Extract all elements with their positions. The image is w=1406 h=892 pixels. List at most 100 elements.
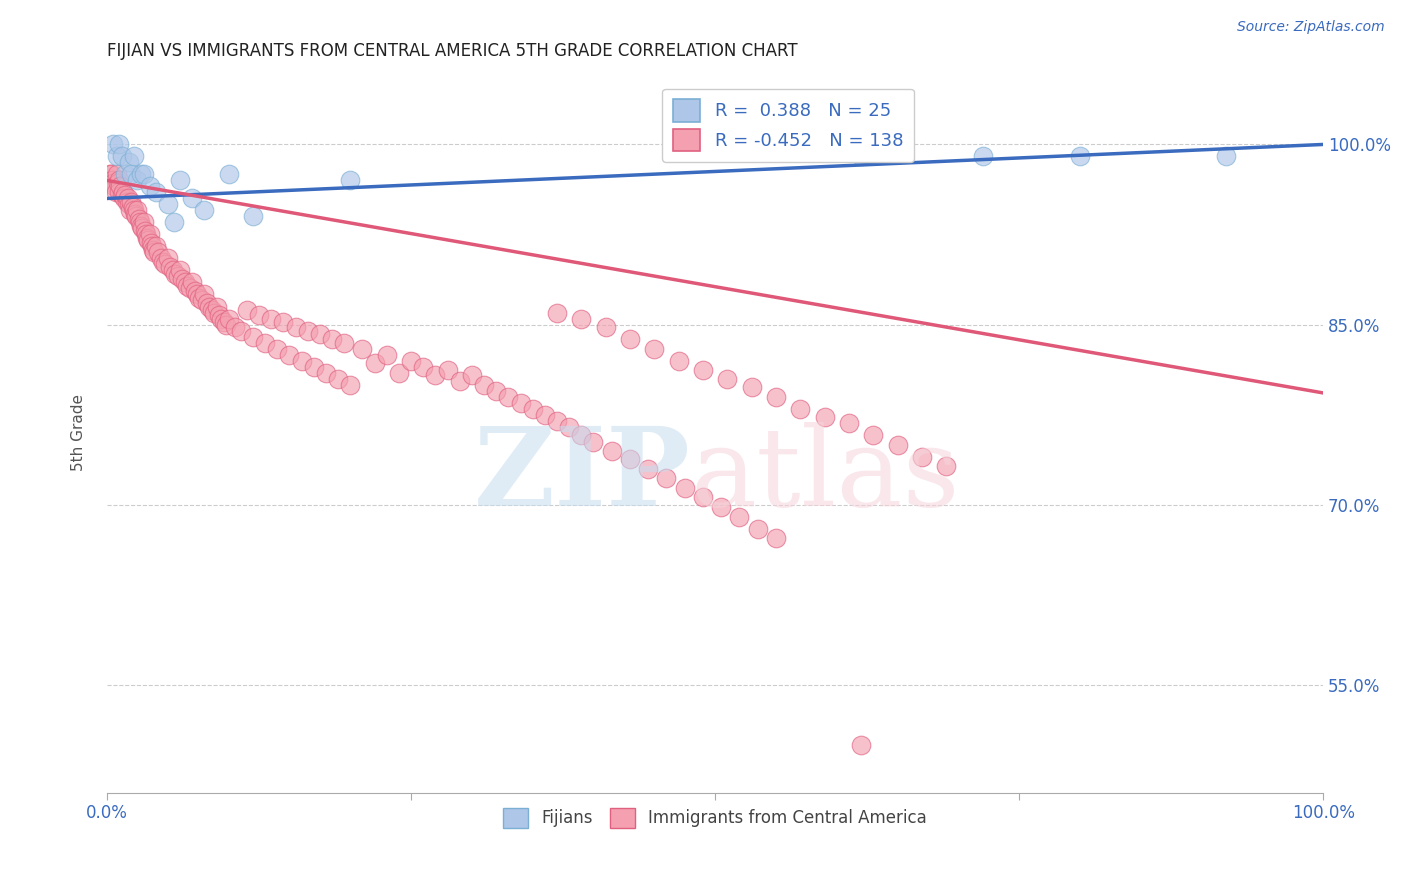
Point: [131, 221, 153, 235]
Point: [278, 347, 301, 361]
Point: [138, 227, 160, 242]
Text: FIJIAN VS IMMIGRANTS FROM CENTRAL AMERICA 5TH GRADE CORRELATION CHART: FIJIAN VS IMMIGRANTS FROM CENTRAL AMERIC…: [107, 42, 797, 60]
Point: [333, 335, 356, 350]
Point: [838, 416, 860, 430]
Point: [849, 149, 872, 163]
Point: [668, 353, 690, 368]
Point: [117, 191, 139, 205]
Point: [110, 179, 132, 194]
Point: [104, 186, 127, 200]
Point: [136, 231, 159, 245]
Point: [112, 191, 135, 205]
Point: [120, 203, 142, 218]
Point: [107, 176, 129, 190]
Point: [145, 186, 167, 200]
Text: Source: ZipAtlas.com: Source: ZipAtlas.com: [1237, 20, 1385, 34]
Point: [138, 234, 160, 248]
Point: [166, 269, 188, 284]
Point: [108, 173, 131, 187]
Point: [569, 311, 592, 326]
Point: [352, 342, 374, 356]
Point: [101, 176, 124, 190]
Point: [159, 260, 181, 274]
Point: [114, 187, 136, 202]
Point: [129, 215, 152, 229]
Point: [127, 203, 149, 218]
Point: [212, 315, 235, 329]
Point: [655, 471, 678, 485]
Point: [156, 197, 179, 211]
Point: [181, 276, 204, 290]
Point: [284, 319, 307, 334]
Point: [339, 173, 361, 187]
Point: [273, 315, 295, 329]
Point: [242, 210, 264, 224]
Point: [193, 287, 215, 301]
Point: [103, 179, 125, 194]
Point: [375, 347, 398, 361]
Point: [728, 509, 751, 524]
Point: [205, 300, 228, 314]
Y-axis label: 5th Grade: 5th Grade: [72, 394, 86, 471]
Point: [115, 195, 138, 210]
Text: ZIP: ZIP: [474, 422, 690, 529]
Point: [765, 390, 787, 404]
Point: [165, 267, 187, 281]
Point: [98, 168, 121, 182]
Point: [935, 459, 957, 474]
Point: [849, 738, 872, 752]
Point: [546, 305, 568, 319]
Point: [121, 200, 143, 214]
Point: [105, 149, 128, 163]
Point: [128, 211, 150, 226]
Point: [152, 255, 174, 269]
Point: [302, 359, 325, 374]
Point: [498, 390, 520, 404]
Point: [862, 428, 884, 442]
Point: [114, 168, 136, 182]
Point: [224, 319, 246, 334]
Point: [215, 318, 238, 332]
Point: [972, 149, 994, 163]
Point: [765, 531, 787, 545]
Point: [260, 311, 283, 326]
Point: [643, 342, 665, 356]
Point: [485, 384, 508, 398]
Point: [254, 335, 277, 350]
Point: [747, 522, 769, 536]
Point: [209, 311, 232, 326]
Point: [692, 491, 714, 505]
Point: [134, 224, 156, 238]
Point: [911, 450, 934, 464]
Point: [218, 168, 240, 182]
Point: [236, 303, 259, 318]
Point: [169, 173, 191, 187]
Point: [326, 371, 349, 385]
Point: [132, 168, 155, 182]
Point: [509, 395, 531, 409]
Point: [129, 219, 152, 233]
Point: [186, 287, 208, 301]
Point: [595, 319, 617, 334]
Point: [242, 329, 264, 343]
Point: [522, 401, 544, 416]
Point: [558, 419, 581, 434]
Point: [101, 173, 124, 187]
Point: [172, 272, 194, 286]
Point: [1069, 149, 1091, 163]
Point: [132, 215, 155, 229]
Point: [266, 342, 288, 356]
Point: [118, 155, 141, 169]
Point: [120, 168, 142, 182]
Point: [193, 203, 215, 218]
Point: [188, 291, 211, 305]
Point: [122, 149, 145, 163]
Point: [789, 401, 811, 416]
Point: [315, 366, 337, 380]
Point: [149, 252, 172, 266]
Point: [108, 186, 131, 200]
Point: [138, 179, 160, 194]
Point: [183, 284, 205, 298]
Point: [886, 437, 908, 451]
Legend: Fijians, Immigrants from Central America: Fijians, Immigrants from Central America: [496, 801, 934, 835]
